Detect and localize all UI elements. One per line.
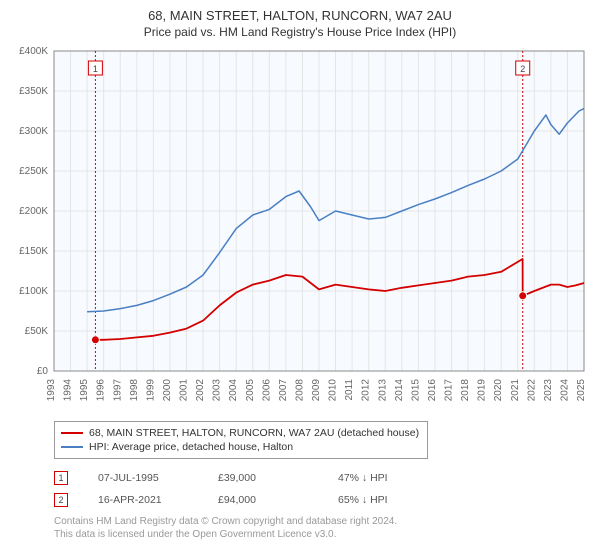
svg-text:2014: 2014 xyxy=(394,379,405,402)
legend-row-hpi: HPI: Average price, detached house, Halt… xyxy=(61,440,421,454)
legend: 68, MAIN STREET, HALTON, RUNCORN, WA7 2A… xyxy=(54,421,428,459)
svg-text:2011: 2011 xyxy=(344,379,355,401)
svg-text:2012: 2012 xyxy=(361,379,372,402)
svg-text:2007: 2007 xyxy=(278,379,289,402)
marker-date: 07-JUL-1995 xyxy=(98,472,188,484)
svg-text:£0: £0 xyxy=(37,366,49,377)
svg-text:2018: 2018 xyxy=(460,379,471,402)
svg-text:2016: 2016 xyxy=(427,379,438,402)
svg-text:2015: 2015 xyxy=(410,379,421,402)
legend-label: 68, MAIN STREET, HALTON, RUNCORN, WA7 2A… xyxy=(89,427,419,439)
marker-badge: 2 xyxy=(54,493,68,507)
svg-text:1997: 1997 xyxy=(112,379,123,402)
marker-badge: 1 xyxy=(54,471,68,485)
svg-text:2002: 2002 xyxy=(195,379,206,402)
legend-swatch xyxy=(61,446,83,448)
svg-text:£400K: £400K xyxy=(19,46,48,57)
svg-text:2006: 2006 xyxy=(261,379,272,402)
svg-text:2020: 2020 xyxy=(493,379,504,402)
svg-text:£50K: £50K xyxy=(25,326,49,337)
footer-line: Contains HM Land Registry data © Crown c… xyxy=(54,515,590,528)
legend-swatch xyxy=(61,432,83,434)
marker-row: 2 16-APR-2021 £94,000 65% ↓ HPI xyxy=(54,489,590,511)
marker-date: 16-APR-2021 xyxy=(98,494,188,506)
svg-text:£200K: £200K xyxy=(19,206,48,217)
svg-text:1994: 1994 xyxy=(63,379,74,402)
price-chart: £0 £50K £100K £150K £200K £250K £300K £350K £400… xyxy=(10,45,590,415)
page-subtitle: Price paid vs. HM Land Registry's House … xyxy=(10,25,590,39)
footer-line: This data is licensed under the Open Gov… xyxy=(54,528,590,541)
page-title: 68, MAIN STREET, HALTON, RUNCORN, WA7 2A… xyxy=(10,8,590,23)
svg-text:2017: 2017 xyxy=(444,379,455,402)
footer: Contains HM Land Registry data © Crown c… xyxy=(54,515,590,541)
svg-text:2003: 2003 xyxy=(212,379,223,402)
svg-text:2000: 2000 xyxy=(162,379,173,402)
svg-text:2021: 2021 xyxy=(510,379,521,402)
svg-text:2004: 2004 xyxy=(228,379,239,402)
svg-text:2024: 2024 xyxy=(559,379,570,402)
marker-price: £39,000 xyxy=(218,472,308,484)
svg-text:£300K: £300K xyxy=(19,126,48,137)
svg-text:1998: 1998 xyxy=(129,379,140,402)
svg-text:1993: 1993 xyxy=(46,379,57,402)
svg-text:2023: 2023 xyxy=(543,379,554,402)
svg-text:2005: 2005 xyxy=(245,379,256,402)
marker-delta: 65% ↓ HPI xyxy=(338,494,428,506)
legend-row-property: 68, MAIN STREET, HALTON, RUNCORN, WA7 2A… xyxy=(61,426,421,440)
svg-text:1999: 1999 xyxy=(145,379,156,402)
svg-text:2008: 2008 xyxy=(294,379,305,402)
svg-text:£350K: £350K xyxy=(19,86,48,97)
marker-price: £94,000 xyxy=(218,494,308,506)
marker-row: 1 07-JUL-1995 £39,000 47% ↓ HPI xyxy=(54,467,590,489)
svg-text:£150K: £150K xyxy=(19,246,48,257)
svg-text:2: 2 xyxy=(520,64,525,74)
svg-text:2013: 2013 xyxy=(377,379,388,402)
svg-text:£250K: £250K xyxy=(19,166,48,177)
svg-text:2022: 2022 xyxy=(526,379,537,402)
svg-text:2010: 2010 xyxy=(328,379,339,402)
svg-text:1995: 1995 xyxy=(79,379,90,402)
svg-text:1996: 1996 xyxy=(96,379,107,402)
svg-text:2019: 2019 xyxy=(477,379,488,402)
marker-delta: 47% ↓ HPI xyxy=(338,472,428,484)
markers-table: 1 07-JUL-1995 £39,000 47% ↓ HPI 2 16-APR… xyxy=(54,467,590,511)
svg-text:£100K: £100K xyxy=(19,286,48,297)
svg-text:1: 1 xyxy=(93,64,98,74)
svg-text:2001: 2001 xyxy=(179,379,190,402)
svg-text:2025: 2025 xyxy=(576,379,587,402)
legend-label: HPI: Average price, detached house, Halt… xyxy=(89,441,293,453)
svg-text:2009: 2009 xyxy=(311,379,322,402)
